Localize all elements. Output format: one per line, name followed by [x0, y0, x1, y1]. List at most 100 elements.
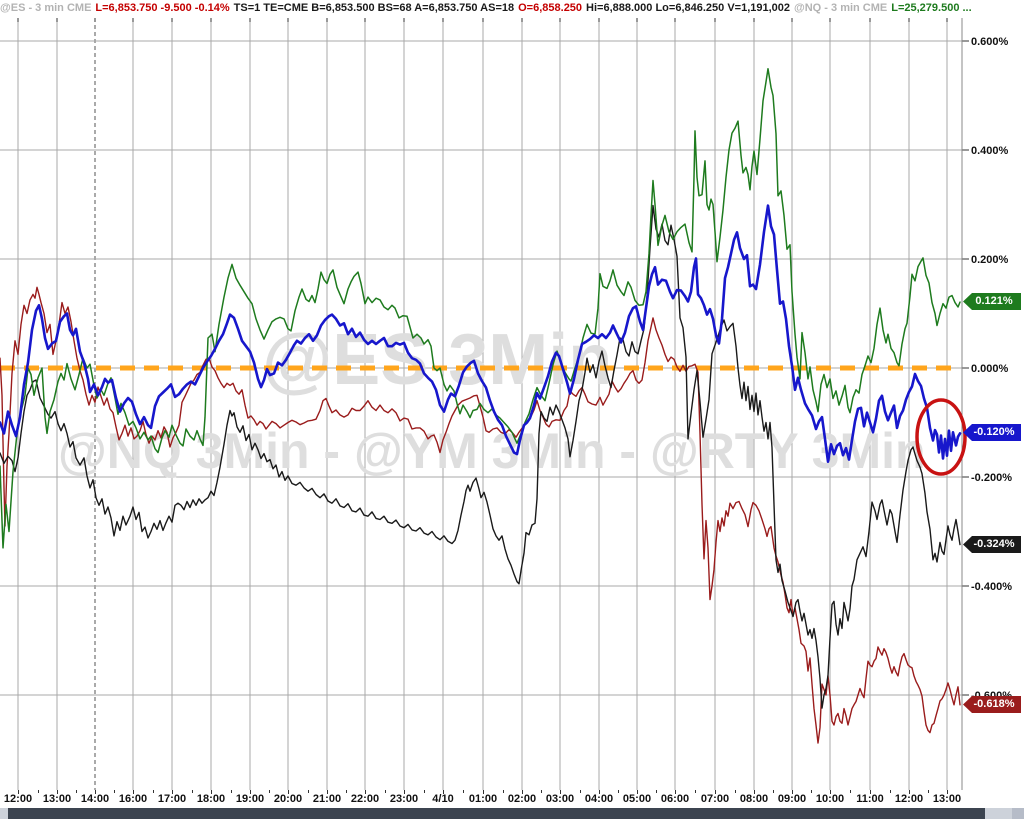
time-axis-hour-tick: [830, 790, 831, 794]
y-axis-label: 0.600%: [971, 36, 1009, 48]
time-axis-label: 05:00: [622, 793, 652, 805]
status-bar-segment-0: @ES - 3 min CME: [0, 2, 92, 14]
time-axis-hour-tick: [792, 790, 793, 794]
time-axis-hour-tick: [947, 790, 948, 794]
time-axis-label: 20:00: [273, 793, 303, 805]
y-axis-label: 0.400%: [971, 145, 1009, 157]
time-axis-halfhour-tick: [308, 790, 309, 793]
time-axis-label: 03:00: [545, 793, 575, 805]
time-axis-label: 11:00: [856, 793, 884, 805]
price-chart-canvas[interactable]: 0.600% 0.400% 0.200% 0.000% -0.200% -0.400% -0…: [0, 18, 1024, 790]
status-bar-segment-2: TS=1 TE=CME B=6,853.500 BS=68 A=6,853.75…: [233, 2, 515, 14]
time-axis-halfhour-tick: [618, 790, 619, 793]
time-axis-label: 13:00: [932, 793, 962, 805]
time-axis-hour-tick: [443, 790, 444, 794]
time-axis-label: 21:00: [312, 793, 342, 805]
status-bar-segment-1: L=6,853.750 -9.500 -0.14%: [95, 2, 230, 14]
y-axis-label: -0.400%: [971, 581, 1012, 593]
time-axis-halfhour-tick: [385, 790, 386, 793]
status-bar-segment-4: Hi=6,888.000 Lo=6,846.250 V=1,191,002: [586, 2, 791, 14]
last-price-badge-ym: -0.324%: [963, 536, 1021, 553]
time-axis-hour-tick: [754, 790, 755, 794]
series-line-1: [0, 204, 961, 709]
time-axis-hour-tick: [172, 790, 173, 794]
time-axis-label: 14:00: [80, 793, 110, 805]
time-axis-label: 04:00: [584, 793, 614, 805]
time-axis-hour-tick: [133, 790, 134, 794]
time-axis-halfhour-tick: [773, 790, 774, 793]
time-axis-halfhour-tick: [503, 790, 504, 793]
time-axis-hour-tick: [250, 790, 251, 794]
time-axis-halfhour-tick: [346, 790, 347, 793]
watermark-symbol-text-1: @NQ 3Min - @YM 3Min - @RTY 3Min: [58, 423, 926, 479]
time-axis-label: 02:00: [507, 793, 537, 805]
status-bar-segment-3: O=6,858.250: [518, 2, 583, 14]
time-axis-label: 23:00: [389, 793, 419, 805]
series-line-3: [0, 204, 962, 464]
time-axis-label: 16:00: [118, 793, 148, 805]
time-axis-label: 09:00: [777, 793, 807, 805]
time-axis-label: 12:00: [894, 793, 924, 805]
y-axis-label: 0.000%: [971, 363, 1009, 375]
time-axis-halfhour-tick: [811, 790, 812, 793]
time-axis-hour-tick: [18, 790, 19, 794]
time-axis-label: 12:00: [3, 793, 33, 805]
time-axis-halfhour-tick: [153, 790, 154, 793]
time-axis-halfhour-tick: [424, 790, 425, 793]
y-axis-label: -0.200%: [971, 472, 1012, 484]
time-axis-hour-tick: [365, 790, 366, 794]
time-axis-hour-tick: [95, 790, 96, 794]
time-axis-halfhour-tick: [541, 790, 542, 793]
time-axis-label: 07:00: [700, 793, 730, 805]
time-axis-halfhour-tick: [463, 790, 464, 793]
time-axis-hour-tick: [715, 790, 716, 794]
time-axis-halfhour-tick: [656, 790, 657, 793]
time-axis-hour-tick: [599, 790, 600, 794]
time-axis-halfhour-tick: [580, 790, 581, 793]
status-bar-segment-6: L=25,279.500 ...: [891, 2, 972, 14]
time-axis-label: 22:00: [350, 793, 380, 805]
time-axis-hour-tick: [211, 790, 212, 794]
horizontal-scrollbar-track[interactable]: [0, 808, 1024, 819]
status-bar-segment-5: @NQ - 3 min CME: [794, 2, 888, 14]
time-axis-label: 17:00: [157, 793, 187, 805]
highlight-annotation-circle: [915, 398, 967, 476]
series-line-0: [0, 286, 961, 744]
horizontal-scrollbar-thumb[interactable]: [8, 808, 985, 819]
time-axis-label: 18:00: [196, 793, 226, 805]
symbol-status-bar: @ES - 3 min CME L=6,853.750 -9.500 -0.14%…: [0, 0, 1024, 18]
time-axis-hour-tick: [57, 790, 58, 794]
time-axis-halfhour-tick: [192, 790, 193, 793]
time-axis-label: 06:00: [660, 793, 690, 805]
time-axis-halfhour-tick: [38, 790, 39, 793]
time-axis-hour-tick: [675, 790, 676, 794]
time-axis-halfhour-tick: [231, 790, 232, 793]
time-axis-label: 13:00: [42, 793, 72, 805]
last-price-badge-rty: -0.618%: [963, 696, 1021, 713]
time-axis-hour-tick: [522, 790, 523, 794]
time-axis-halfhour-tick: [76, 790, 77, 793]
y-axis-label: 0.200%: [971, 254, 1009, 266]
time-axis-halfhour-tick: [269, 790, 270, 793]
time-axis-hour-tick: [870, 790, 871, 794]
time-axis-halfhour-tick: [850, 790, 851, 793]
time-axis-hour-tick: [327, 790, 328, 794]
time-axis-halfhour-tick: [928, 790, 929, 793]
time-axis-hour-tick: [560, 790, 561, 794]
time-axis-hour-tick: [909, 790, 910, 794]
time-axis-hour-tick: [637, 790, 638, 794]
last-price-badge-nq: 0.121%: [963, 293, 1021, 310]
time-axis-label: 10:00: [815, 793, 845, 805]
time-axis-hour-tick: [483, 790, 484, 794]
series-line-2: [0, 68, 961, 549]
time-axis-hour-tick: [288, 790, 289, 794]
time-axis-halfhour-tick: [735, 790, 736, 793]
time-axis-halfhour-tick: [114, 790, 115, 793]
time-axis-label: 08:00: [739, 793, 769, 805]
scrollbar-right-button[interactable]: [1012, 808, 1024, 819]
time-axis-halfhour-tick: [890, 790, 891, 793]
time-axis-label: 19:00: [235, 793, 265, 805]
last-price-badge-es: -0.120%: [963, 424, 1021, 441]
time-axis-hour-tick: [404, 790, 405, 794]
